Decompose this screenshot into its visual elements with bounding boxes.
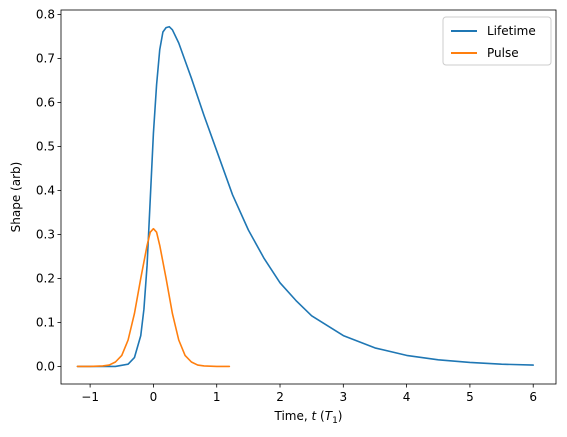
x-tick-label: 0: [150, 390, 158, 404]
y-tick-label: 0.3: [36, 227, 55, 241]
x-tick-label: 1: [213, 390, 221, 404]
x-tick-label: 2: [276, 390, 284, 404]
x-tick-label: 6: [529, 390, 537, 404]
series-line-lifetime: [76, 25, 535, 368]
y-tick-label: 0.4: [36, 183, 55, 197]
y-axis-label: Shape (arb): [9, 162, 23, 233]
x-tick-label: 5: [466, 390, 474, 404]
axes-frame: [60, 9, 557, 385]
x-axis-label: Time, t (T1): [274, 409, 343, 426]
y-tick-label: 0.5: [36, 139, 55, 153]
legend: Lifetime Pulse: [442, 16, 552, 66]
x-tick-label: 4: [403, 390, 411, 404]
x-tick-label: −1: [81, 390, 99, 404]
x-axis: −1 0 1 2 3 4 5 6: [81, 384, 537, 404]
y-tick-label: 0.8: [36, 7, 55, 21]
y-tick-label: 0.7: [36, 51, 55, 65]
y-tick-label: 0.6: [36, 95, 55, 109]
legend-label-lifetime: Lifetime: [487, 24, 536, 38]
x-tick-label: 3: [339, 390, 347, 404]
series-line-pulse: [76, 227, 231, 368]
y-tick-label: 0.2: [36, 271, 55, 285]
y-tick-label: 0.0: [36, 359, 55, 373]
legend-label-pulse: Pulse: [487, 46, 519, 60]
plot-area: [76, 25, 535, 368]
y-tick-label: 0.1: [36, 315, 55, 329]
y-axis: 0.0 0.1 0.2 0.3 0.4 0.5 0.6 0.7 0.8: [36, 7, 61, 373]
